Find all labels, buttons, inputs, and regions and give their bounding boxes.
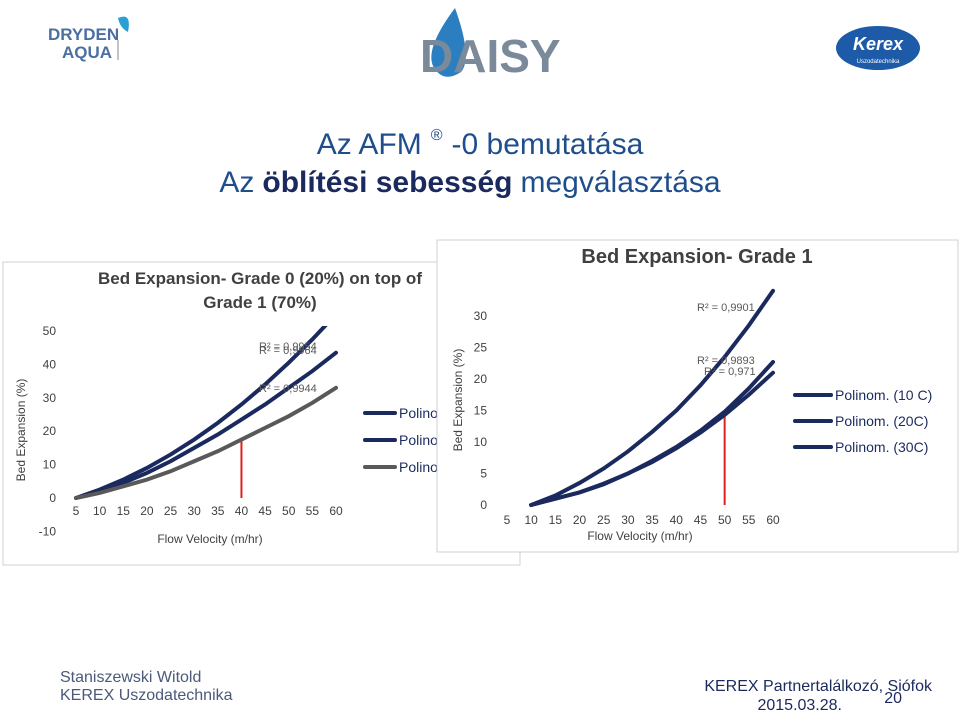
logo-text: Kerex [853,34,904,54]
x-tick-label: 15 [549,513,563,527]
legend-label: Polinom. (20C) [835,413,928,429]
footer: KEREX Partnertalálkozó, Siófok [704,678,933,695]
legend-label: Polinom. (30C) [835,439,928,455]
y-tick-label: -10 [39,524,57,538]
x-tick-label: 5 [73,504,80,518]
y-tick-label: 50 [43,324,57,338]
x-tick-label: 50 [282,504,296,518]
chart-title: Bed Expansion- Grade 0 (20%) on top of [98,269,422,288]
y-tick-label: 5 [480,467,487,481]
x-tick-label: 10 [93,504,107,518]
x-tick-label: 60 [329,504,343,518]
logo-center: DAISY [420,8,561,82]
x-axis-label: Flow Velocity (m/hr) [587,529,692,543]
heading: Az [219,166,254,199]
x-tick-label: 25 [597,513,611,527]
x-tick-label: 45 [258,504,272,518]
y-tick-label: 30 [43,391,57,405]
chart-frame [436,239,959,553]
x-tick-label: 25 [164,504,178,518]
logo-text: AQUA [62,43,112,62]
x-tick-label: 35 [211,504,225,518]
heading: öblítési sebesség [262,166,512,199]
logo-text: DAISY [420,30,561,82]
y-tick-label: 10 [474,435,488,449]
y-tick-label: 10 [43,458,57,472]
x-tick-label: 20 [140,504,154,518]
logo-text: DRYDEN [48,25,119,44]
x-tick-label: 30 [188,504,202,518]
x-tick-label: 60 [766,513,780,527]
logo-left: DRYDEN AQUA [48,16,129,62]
x-tick-label: 20 [573,513,587,527]
y-tick-label: 30 [474,309,488,323]
annotation: R² = 0,9954 [259,341,317,353]
x-tick-label: 10 [525,513,539,527]
x-tick-label: 45 [694,513,708,527]
annotation: R² = 0,9901 [697,302,755,314]
footer: Staniszewski Witold [60,669,201,686]
series-line [74,326,328,500]
chart-1: Bed Expansion- Grade 1 0 5 10 15 20 25 30 5 10 15 2… [451,246,932,543]
x-tick-label: 35 [645,513,659,527]
series-line [74,350,338,500]
heading-line2: Az öblítési sebesség megválasztása [219,166,721,199]
y-tick-label: 20 [474,372,488,386]
chart-title: Grade 1 (70%) [203,293,316,312]
legend-label: Polinom. (10 C) [835,387,932,403]
x-tick-label: 55 [742,513,756,527]
footer: KEREX Uszodatechnika [60,687,233,704]
heading: -0 bemutatása [452,128,644,161]
y-tick-label: 0 [49,491,56,505]
x-tick-label: 15 [117,504,131,518]
chart-0: Bed Expansion- Grade 0 (20%) on top of Gr… [14,269,450,546]
footer: 2015.03.28. [757,697,842,713]
series-line [529,370,775,507]
x-tick-label: 50 [718,513,732,527]
y-tick-label: 0 [480,498,487,512]
heading: megválasztása [521,166,721,199]
series-line [74,385,338,500]
page-number: 20 [884,690,902,707]
series-line [529,288,775,507]
x-tick-label: 40 [235,504,249,518]
heading: ® [431,127,443,144]
annotation: R² = 0,971 [704,366,756,378]
y-axis-label: Bed Expansion (%) [14,379,28,482]
logo-text: Uszodatechnika [857,59,900,65]
x-tick-label: 30 [621,513,635,527]
chart-frame [2,261,521,566]
heading-line1: Az AFM ® -0 bemutatása [317,127,644,161]
annotation: R² = 0,9893 [697,355,755,367]
y-tick-label: 15 [474,404,488,418]
chart-title: Bed Expansion- Grade 1 [581,246,812,268]
x-tick-label: 5 [504,513,511,527]
x-tick-label: 40 [670,513,684,527]
logo-right: Kerex Uszodatechnika [836,26,920,70]
y-tick-label: 25 [474,341,488,355]
y-axis-label: Bed Expansion (%) [451,349,465,452]
heading: Az AFM [317,128,422,161]
y-tick-label: 40 [43,357,57,371]
annotation: R² = 0,9944 [259,383,317,395]
annotation: R² = 0,9964 [259,345,317,357]
x-axis-label: Flow Velocity (m/hr) [157,532,262,546]
y-tick-label: 20 [43,424,57,438]
x-tick-label: 55 [306,504,320,518]
